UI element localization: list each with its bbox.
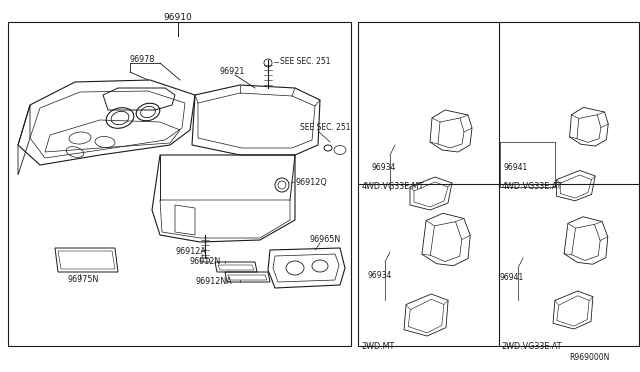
Text: 96921: 96921 [220, 67, 245, 77]
Text: 96941: 96941 [503, 164, 527, 173]
Bar [358, 22, 639, 346]
Text: 96965N: 96965N [310, 235, 341, 244]
Text: SEE SEC. 251: SEE SEC. 251 [300, 124, 351, 132]
Text: 96912N: 96912N [190, 257, 221, 266]
Text: 4WD.VG33E.AT: 4WD.VG33E.AT [502, 182, 562, 191]
Text: 96910: 96910 [164, 13, 193, 22]
Text: SEE SEC. 251: SEE SEC. 251 [280, 58, 330, 67]
Text: 96912Q: 96912Q [296, 177, 328, 186]
Text: 96975N: 96975N [68, 276, 99, 285]
Text: 2WD.MT: 2WD.MT [362, 342, 395, 351]
Text: 2WD.VG33E.AT: 2WD.VG33E.AT [502, 342, 563, 351]
Text: 96941: 96941 [500, 273, 524, 282]
Text: R969000N: R969000N [570, 353, 610, 362]
Bar [8, 22, 351, 346]
Text: 96934: 96934 [367, 272, 392, 280]
Text: 4WD.VG33E.MT: 4WD.VG33E.MT [362, 182, 424, 191]
Text: 96978: 96978 [130, 55, 156, 64]
Text: 96912NA: 96912NA [195, 278, 232, 286]
Text: 96912A: 96912A [175, 247, 206, 257]
Text: 96934: 96934 [372, 164, 396, 173]
Bar [500, 142, 555, 187]
